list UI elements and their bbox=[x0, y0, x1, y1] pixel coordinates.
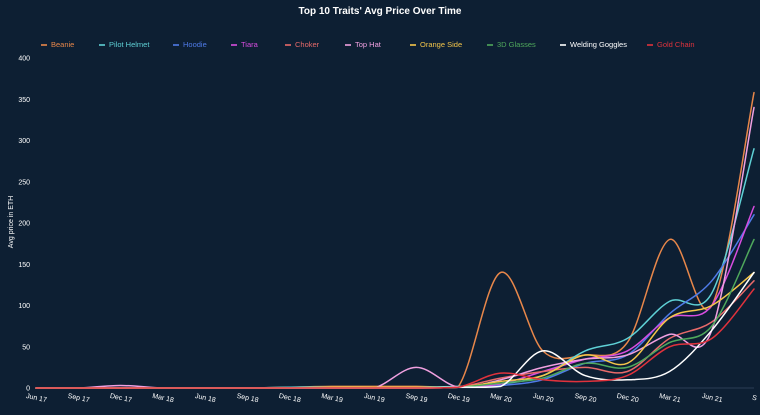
y-tick-label: 300 bbox=[18, 138, 30, 145]
legend-item: Gold Chain bbox=[657, 40, 695, 49]
x-tick-label: Dec 20 bbox=[616, 393, 639, 404]
legend-item: Pilot Helmet bbox=[109, 40, 150, 49]
x-tick-label: Sep 17 bbox=[67, 393, 90, 404]
x-tick-label: Jun 18 bbox=[194, 393, 216, 404]
series-line bbox=[35, 271, 755, 389]
series-line bbox=[35, 288, 755, 389]
x-tick-label: S bbox=[751, 395, 757, 403]
legend-item: Beanie bbox=[51, 40, 74, 49]
x-tick-label: Jun 17 bbox=[25, 393, 47, 404]
series-line bbox=[35, 271, 755, 389]
x-tick-label: Mar 21 bbox=[658, 393, 681, 404]
y-tick-label: 200 bbox=[18, 221, 30, 228]
chart-title: Top 10 Traits' Avg Price Over Time bbox=[299, 6, 462, 17]
x-tick-label: Mar 18 bbox=[152, 393, 175, 404]
legend-item: Choker bbox=[295, 40, 320, 49]
x-tick-label: Mar 19 bbox=[321, 393, 344, 404]
series-line bbox=[35, 238, 755, 389]
legend-item: Welding Goggles bbox=[570, 40, 627, 49]
x-tick-label: Jun 21 bbox=[701, 393, 723, 404]
x-tick-label: Dec 19 bbox=[447, 393, 470, 404]
series-layer bbox=[35, 91, 755, 389]
legend: Beanie Pilot Helmet Hoodie Tiara Choker Top H… bbox=[41, 40, 695, 49]
x-tick-label: Dec 18 bbox=[278, 393, 301, 404]
legend-item: Orange Side bbox=[420, 40, 462, 49]
x-tick-label: Mar 20 bbox=[490, 393, 513, 404]
legend-item: 3D Glasses bbox=[497, 40, 536, 49]
series-line bbox=[35, 148, 755, 389]
x-tick-label: Dec 17 bbox=[109, 393, 132, 404]
x-tick-label: Sep 19 bbox=[405, 393, 428, 404]
x-tick-label: Jun 20 bbox=[532, 393, 554, 404]
y-tick-label: 400 bbox=[18, 56, 30, 63]
y-tick-label: 350 bbox=[18, 97, 30, 104]
y-tick-label: 50 bbox=[22, 344, 30, 351]
legend-item: Tiara bbox=[241, 40, 259, 49]
legend-item: Hoodie bbox=[183, 40, 207, 49]
y-tick-label: 150 bbox=[18, 262, 30, 269]
y-tick-label: 250 bbox=[18, 179, 30, 186]
series-line bbox=[35, 214, 755, 389]
legend-item: Top Hat bbox=[355, 40, 382, 49]
y-tick-label: 0 bbox=[26, 386, 30, 393]
x-tick-label: Sep 20 bbox=[574, 393, 597, 404]
y-axis-label: Avg price in ETH bbox=[8, 196, 15, 248]
x-axis: Jun 17 Sep 17 Dec 17 Mar 18 Jun 18 Sep 18 Dec … bbox=[25, 393, 757, 404]
series-line bbox=[35, 106, 755, 389]
y-tick-label: 100 bbox=[18, 303, 30, 310]
x-tick-label: Jun 19 bbox=[363, 393, 385, 404]
series-line bbox=[35, 280, 755, 389]
series-line bbox=[35, 205, 755, 389]
x-tick-label: Sep 18 bbox=[236, 393, 259, 404]
